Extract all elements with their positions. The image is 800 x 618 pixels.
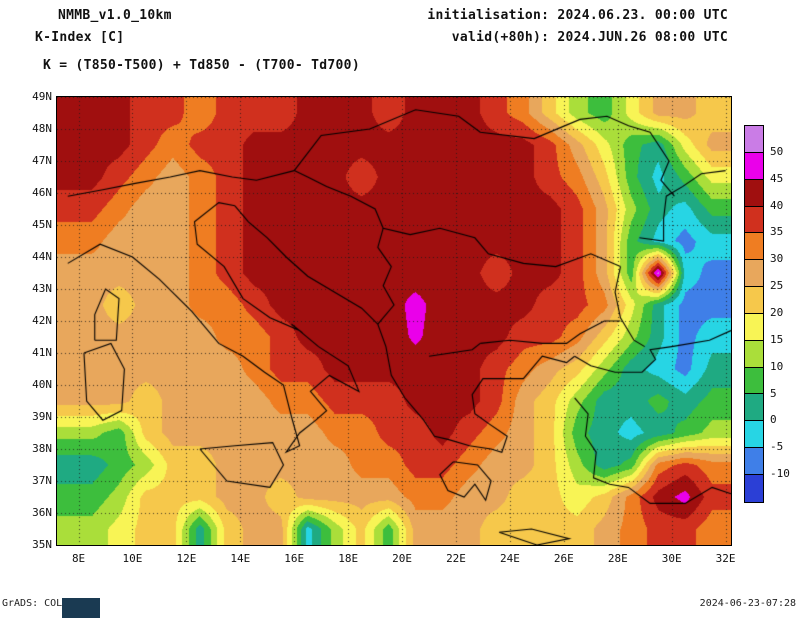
colorbar-cell [745,474,763,502]
lat-tick-label: 38N [32,442,52,455]
colorbar-cell [745,152,763,180]
colorbar-tick-label: -5 [770,440,784,454]
colorbar-cell [745,367,763,395]
lon-tick-label: 30E [661,552,682,565]
colorbar-cell [745,179,763,207]
lon-tick-label: 22E [446,552,466,565]
colorbar-tick-label: 15 [770,332,784,346]
lon-tick-label: 24E [499,552,520,565]
lat-tick-label: 37N [32,474,52,487]
lon-tick-label: 20E [392,552,413,565]
colorbar-tick-label: 50 [770,144,784,158]
corner-artifact-box [62,598,100,618]
lat-tick-label: 44N [32,250,52,263]
valid-time-label: valid(+80h): 2024.JUN.26 08:00 UTC [451,30,728,45]
init-time-label: initialisation: 2024.06.23. 00:00 UTC [427,8,728,23]
colorbar-tick-label: 40 [770,198,784,212]
lat-tick-label: 36N [32,506,52,519]
lon-tick-label: 16E [284,552,305,565]
colorbar-cell [745,126,763,153]
lon-tick-label: 26E [553,552,574,565]
creation-timestamp: 2024-06-23-07:28 [699,598,796,609]
lat-tick-label: 40N [32,378,52,391]
colorbar [744,125,764,503]
colorbar-cell [745,394,763,422]
model-title: NMMB_v1.0_10km [58,8,172,23]
colorbar-tick-label: 25 [770,279,784,293]
colorbar-tick-label: -10 [770,467,790,481]
lon-tick-label: 12E [176,552,197,565]
lat-tick-label: 35N [32,538,52,551]
colorbar-cell [745,233,763,261]
variable-title: K-Index [C] [35,30,125,45]
colorbar-tick-label: 30 [770,252,784,266]
colorbar-tick-label: 10 [770,359,784,373]
lon-tick-label: 8E [71,552,86,565]
map-plot-area [55,95,732,546]
colorbar-cell [745,421,763,449]
field-canvas [56,96,731,545]
lon-tick-label: 14E [230,552,251,565]
lon-tick-label: 10E [122,552,143,565]
colorbar-tick-label: 5 [770,386,777,400]
lon-tick-label: 32E [715,552,736,565]
lat-tick-label: 46N [32,186,52,199]
lat-tick-label: 39N [32,410,52,423]
lon-tick-label: 28E [607,552,628,565]
lat-tick-label: 47N [32,154,52,167]
lat-tick-label: 48N [32,122,52,135]
lat-tick-label: 43N [32,282,52,295]
colorbar-cell [745,206,763,234]
lat-tick-label: 49N [32,90,52,103]
lat-tick-label: 45N [32,218,52,231]
colorbar-cell [745,448,763,475]
lat-tick-label: 42N [32,314,52,327]
colorbar-cell [745,340,763,368]
grads-credit: GrADS: COLA/IGES [2,598,99,609]
colorbar-tick-label: 20 [770,306,784,319]
colorbar-cell [745,313,763,341]
colorbar-cell [745,260,763,288]
colorbar-cell [745,287,763,314]
colorbar-tick-label: 0 [770,413,777,427]
lat-tick-label: 41N [32,346,52,359]
colorbar-tick-label: 45 [770,171,784,185]
formula-label: K = (T850-T500) + Td850 - (T700- Td700) [43,58,360,73]
colorbar-tick-label: 35 [770,225,784,239]
lon-tick-label: 18E [338,552,359,565]
